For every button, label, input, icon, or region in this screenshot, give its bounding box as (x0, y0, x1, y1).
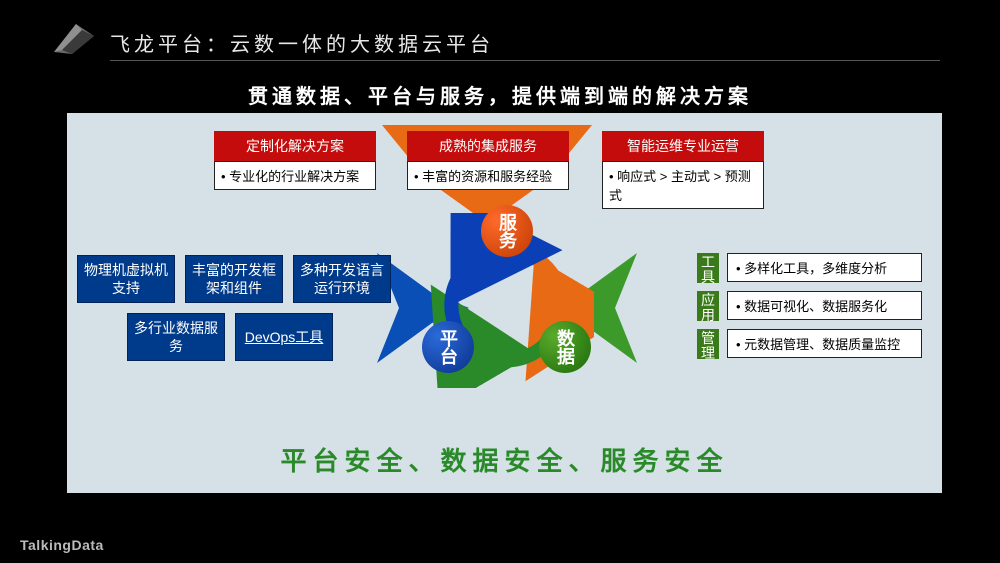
node-platform-label: 平台 (439, 329, 457, 365)
data-label-3: 管理 (697, 329, 719, 359)
service-box-2-body: • 丰富的资源和服务经验 (407, 161, 569, 190)
page-subtitle: 贯通数据、平台与服务，提供端到端的解决方案 (0, 80, 1000, 109)
data-item-3: • 元数据管理、数据质量监控 (727, 329, 922, 358)
service-box-1: 定制化解决方案 • 专业化的行业解决方案 (214, 131, 376, 190)
platform-box-4: 多行业数据服务 (127, 313, 225, 361)
node-data-label: 数据 (556, 329, 574, 365)
service-box-3-body: • 响应式 > 主动式 > 预测式 (602, 161, 764, 209)
node-service-label: 服务 (498, 213, 516, 249)
node-platform: 平台 (422, 321, 474, 373)
service-box-1-header: 定制化解决方案 (214, 131, 376, 161)
data-item-1: • 多样化工具，多维度分析 (727, 253, 922, 282)
page-title: 飞龙平台：云数一体的大数据云平台 (110, 28, 494, 57)
watermark: TalkingData (20, 537, 104, 553)
node-service: 服务 (481, 205, 533, 257)
platform-box-3: 多种开发语言运行环境 (293, 255, 391, 303)
diagram-panel: 定制化解决方案 • 专业化的行业解决方案 成熟的集成服务 • 丰富的资源和服务经… (67, 113, 942, 493)
center-ring: 服务 平台 数据 (419, 213, 594, 388)
data-label-1: 工具 (697, 253, 719, 283)
service-box-3-header: 智能运维专业运营 (602, 131, 764, 161)
platform-box-1: 物理机虚拟机支持 (77, 255, 175, 303)
data-label-2: 应用 (697, 291, 719, 321)
platform-box-2: 丰富的开发框架和组件 (185, 255, 283, 303)
node-data: 数据 (539, 321, 591, 373)
service-box-2-header: 成熟的集成服务 (407, 131, 569, 161)
platform-box-5: DevOps工具 (235, 313, 333, 361)
data-item-2: • 数据可视化、数据服务化 (727, 291, 922, 320)
logo-icon (52, 22, 96, 56)
service-box-1-body: • 专业化的行业解决方案 (214, 161, 376, 190)
service-box-3: 智能运维专业运营 • 响应式 > 主动式 > 预测式 (602, 131, 764, 209)
title-underline (110, 60, 940, 61)
service-box-2: 成熟的集成服务 • 丰富的资源和服务经验 (407, 131, 569, 190)
safety-text: 平台安全、数据安全、服务安全 (67, 441, 942, 478)
slide-root: 飞龙平台：云数一体的大数据云平台 定制化解决方案 • 专业化的行业解决方案 成熟… (0, 0, 1000, 563)
